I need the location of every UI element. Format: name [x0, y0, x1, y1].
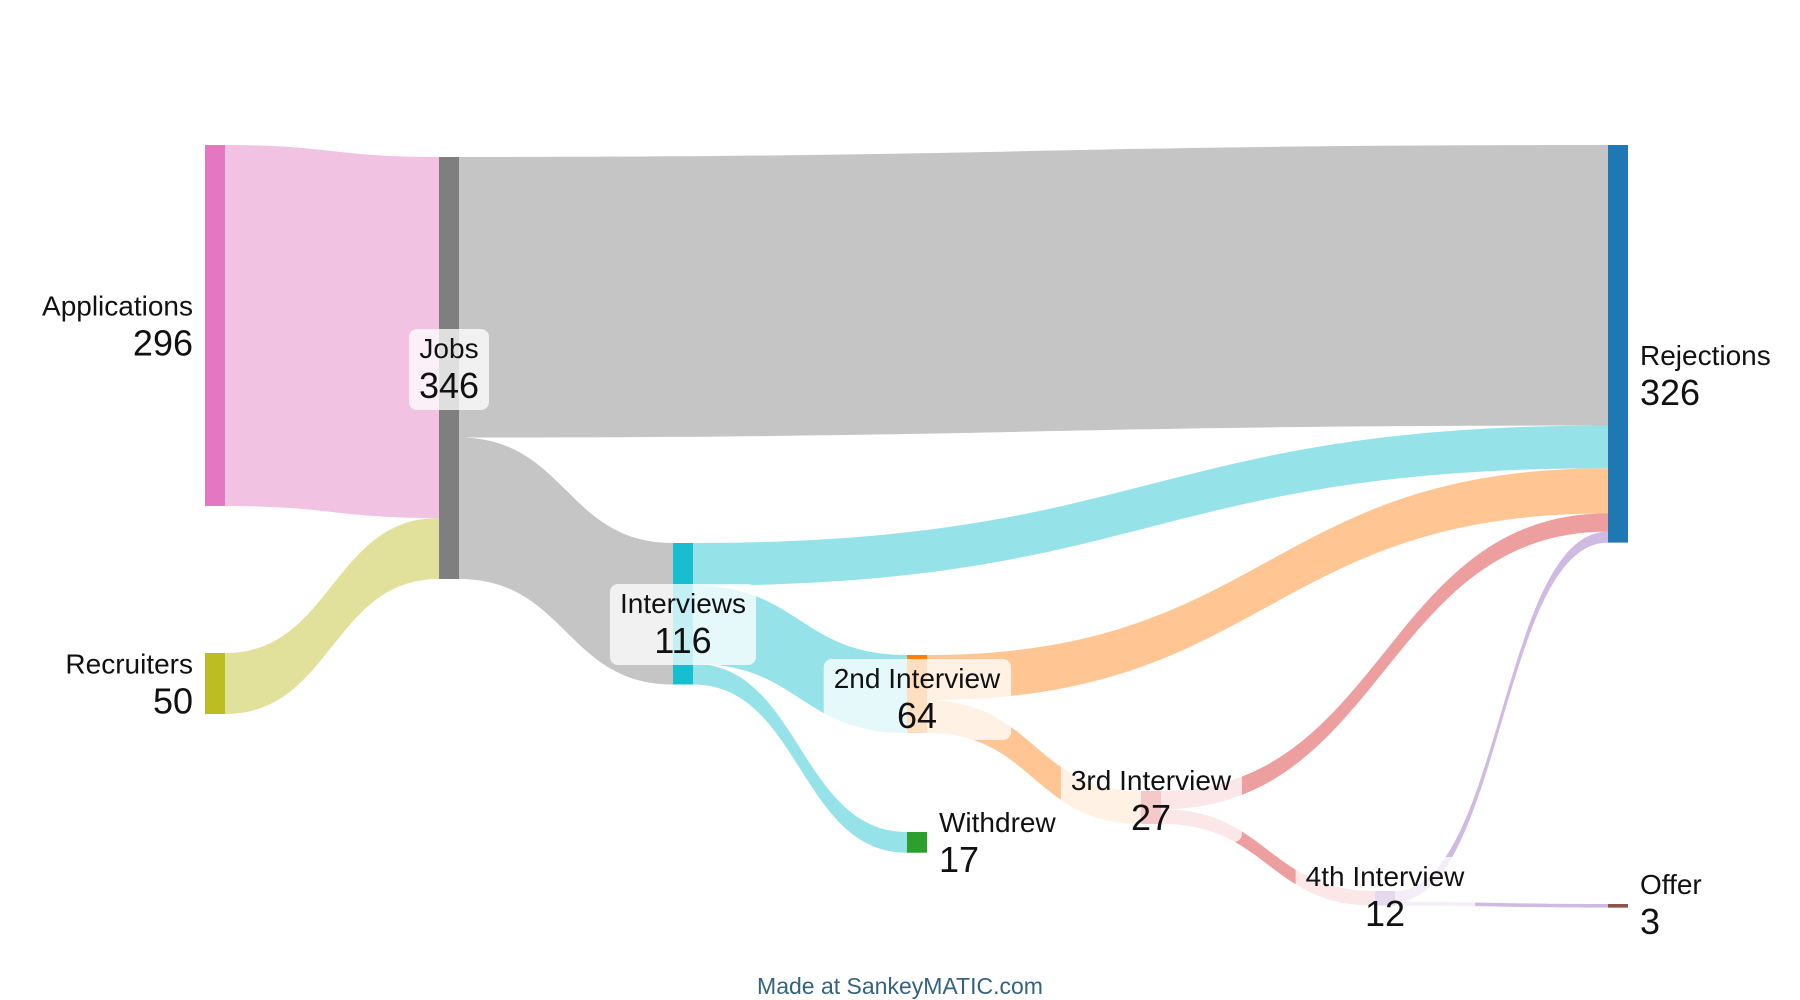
node-offer [1608, 904, 1628, 908]
label-value-jobs: 346 [419, 365, 479, 406]
credit-text: Made at SankeyMATIC.com [757, 973, 1043, 999]
link-recruiters-to-jobs [225, 518, 439, 714]
link-interviews-to-rejections [693, 425, 1608, 586]
label-value-fourth: 12 [1365, 893, 1405, 934]
link-third-to-fourth [1161, 809, 1375, 906]
link-third-to-rejections [1161, 513, 1608, 810]
node-withdrew [907, 832, 927, 853]
sankey-links [225, 145, 1608, 908]
node-applications [205, 145, 225, 507]
label-value-third: 27 [1131, 797, 1171, 838]
label-value-interviews: 116 [654, 620, 711, 661]
label-value-offer: 3 [1640, 901, 1660, 942]
link-fourth-to-rejections [1395, 531, 1608, 902]
label-background-jobs [408, 328, 490, 410]
label-name-applications: Applications [42, 291, 193, 322]
label-value-withdrew: 17 [939, 839, 979, 880]
link-interviews-to-withdrew [693, 663, 907, 853]
link-applications-to-jobs [225, 145, 439, 519]
node-recruiters [205, 653, 225, 714]
node-rejections [1608, 145, 1628, 543]
label-name-withdrew: Withdrew [939, 807, 1056, 838]
label-name-rejections: Rejections [1640, 340, 1771, 371]
label-value-second: 64 [897, 695, 937, 736]
label-name-interviews: Interviews [620, 588, 746, 619]
label-name-fourth: 4th Interview [1306, 861, 1466, 892]
label-background-third [1060, 761, 1242, 842]
label-name-recruiters: Recruiters [65, 648, 193, 679]
label-background-second [823, 659, 1012, 740]
label-name-third: 3rd Interview [1071, 765, 1232, 796]
label-name-offer: Offer [1640, 869, 1702, 900]
link-second-to-rejections [927, 468, 1608, 701]
label-name-jobs: Jobs [419, 333, 478, 364]
label-value-rejections: 326 [1640, 372, 1700, 413]
label-background-fourth [1295, 857, 1476, 938]
link-jobs-to-rejections [459, 145, 1608, 438]
label-value-recruiters: 50 [153, 680, 193, 721]
label-background-interviews [609, 584, 757, 665]
label-name-second: 2nd Interview [834, 663, 1001, 694]
label-value-applications: 296 [133, 323, 193, 364]
